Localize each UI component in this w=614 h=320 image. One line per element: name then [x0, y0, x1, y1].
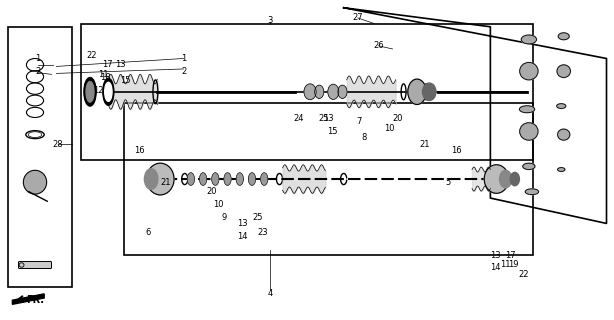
Text: 17: 17: [505, 251, 515, 260]
Ellipse shape: [23, 170, 47, 194]
Text: 27: 27: [352, 13, 363, 22]
Text: 15: 15: [120, 76, 130, 85]
Text: 16: 16: [451, 146, 462, 155]
Text: 28: 28: [52, 140, 63, 148]
Ellipse shape: [521, 35, 537, 44]
Text: 18: 18: [100, 73, 111, 82]
Text: 24: 24: [294, 114, 305, 123]
Text: 21: 21: [419, 140, 430, 148]
Text: 10: 10: [384, 124, 395, 133]
Ellipse shape: [248, 173, 255, 185]
Text: 23: 23: [258, 228, 268, 237]
Text: 5: 5: [445, 178, 450, 187]
Ellipse shape: [260, 173, 268, 185]
Text: 25: 25: [253, 212, 263, 222]
Ellipse shape: [144, 169, 158, 189]
Ellipse shape: [519, 123, 538, 140]
Text: 25: 25: [318, 114, 328, 123]
Text: 17: 17: [102, 60, 112, 69]
Text: 16: 16: [134, 146, 144, 155]
Ellipse shape: [200, 173, 207, 185]
Ellipse shape: [147, 163, 174, 195]
Ellipse shape: [103, 78, 114, 105]
Text: 1: 1: [36, 54, 41, 63]
Ellipse shape: [338, 85, 347, 99]
Ellipse shape: [557, 65, 570, 77]
Text: 19: 19: [508, 260, 519, 269]
Ellipse shape: [224, 173, 231, 185]
Text: FR.: FR.: [26, 295, 44, 305]
Text: 8: 8: [361, 133, 367, 142]
Ellipse shape: [328, 84, 339, 100]
Ellipse shape: [422, 83, 436, 100]
Text: 6: 6: [146, 228, 151, 237]
Text: 11: 11: [98, 70, 108, 79]
Ellipse shape: [104, 82, 112, 101]
Text: 26: 26: [373, 41, 384, 50]
Text: 4: 4: [268, 289, 273, 298]
FancyBboxPatch shape: [18, 261, 52, 268]
Ellipse shape: [557, 104, 566, 108]
Ellipse shape: [304, 84, 316, 100]
Ellipse shape: [519, 106, 535, 113]
Text: 2: 2: [36, 67, 41, 76]
Text: 14: 14: [490, 263, 500, 272]
Ellipse shape: [525, 189, 538, 195]
Text: 13: 13: [115, 60, 126, 69]
Text: 14: 14: [238, 232, 248, 241]
Ellipse shape: [519, 62, 538, 80]
Ellipse shape: [510, 172, 519, 186]
Ellipse shape: [500, 170, 511, 188]
Polygon shape: [12, 294, 44, 304]
Ellipse shape: [558, 168, 565, 172]
Text: 9: 9: [222, 212, 227, 222]
Text: 1: 1: [181, 54, 186, 63]
Ellipse shape: [84, 77, 96, 106]
Text: 15: 15: [327, 127, 338, 136]
Ellipse shape: [212, 173, 219, 185]
Ellipse shape: [86, 82, 94, 102]
Text: 13: 13: [238, 219, 248, 228]
Ellipse shape: [484, 165, 509, 193]
Ellipse shape: [236, 173, 243, 185]
Text: 13: 13: [490, 251, 500, 260]
Ellipse shape: [314, 85, 324, 99]
Text: 10: 10: [213, 200, 223, 209]
Text: 7: 7: [356, 117, 362, 126]
Text: 20: 20: [392, 114, 403, 123]
Ellipse shape: [558, 33, 569, 40]
Text: 13: 13: [323, 114, 333, 123]
Ellipse shape: [558, 129, 570, 140]
Ellipse shape: [523, 163, 535, 170]
Text: 22: 22: [519, 270, 529, 279]
Text: 3: 3: [268, 16, 273, 25]
Text: 2: 2: [181, 67, 186, 76]
Text: 11: 11: [500, 260, 511, 269]
Text: 21: 21: [160, 178, 171, 187]
Ellipse shape: [187, 173, 195, 185]
Text: 12: 12: [93, 86, 103, 95]
Text: 22: 22: [87, 51, 97, 60]
Ellipse shape: [408, 79, 426, 105]
Text: 20: 20: [206, 187, 217, 196]
